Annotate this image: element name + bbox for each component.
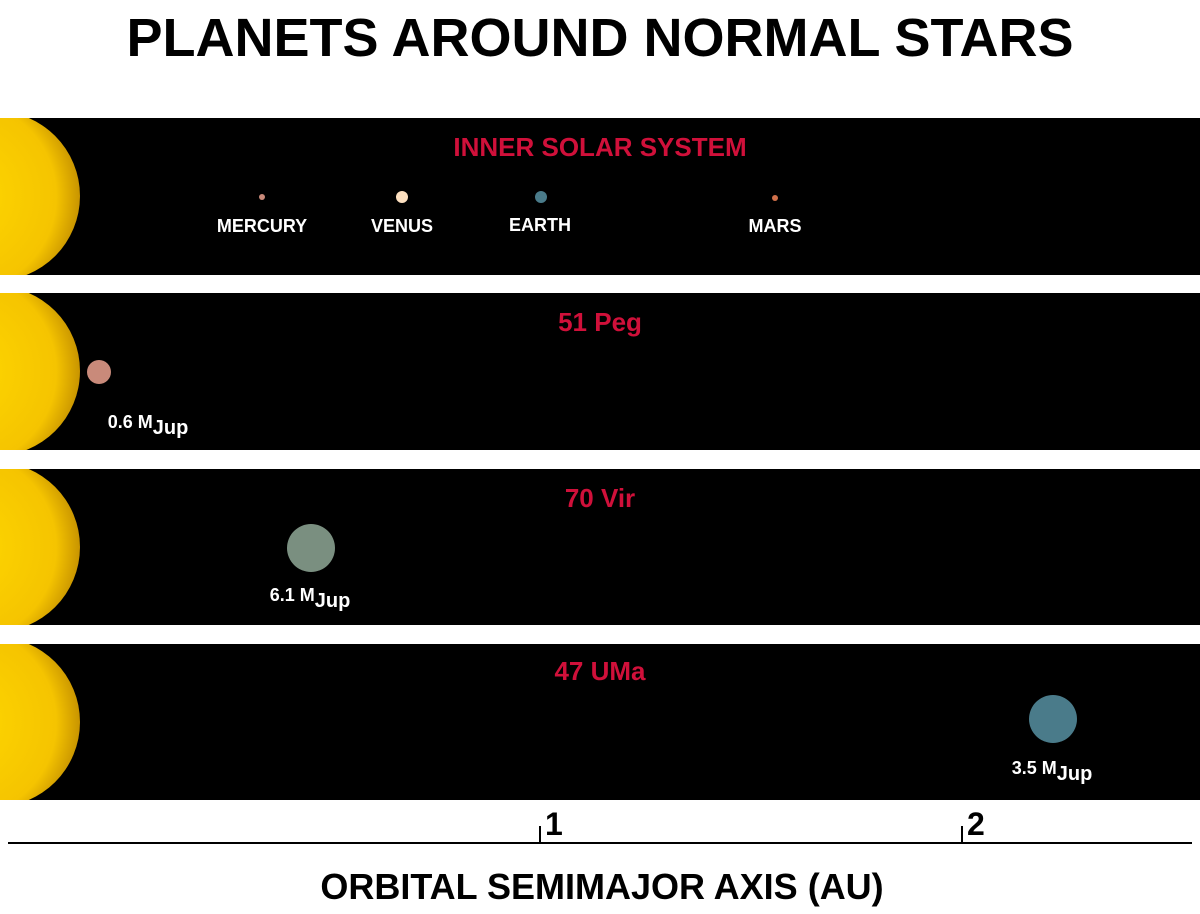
star <box>0 469 80 625</box>
star <box>0 293 80 450</box>
planet <box>1029 695 1077 743</box>
mass-unit: Jup <box>315 590 351 612</box>
panel <box>0 469 1200 625</box>
mass: 0.6 M <box>108 412 153 432</box>
planet-label: 6.1 MJup <box>270 585 351 612</box>
planet <box>259 194 265 200</box>
panel-title: 47 UMa <box>554 656 646 686</box>
star <box>0 644 80 800</box>
planet <box>535 191 547 203</box>
mass-unit: Jup <box>153 417 189 439</box>
tick-label: 2 <box>967 806 985 842</box>
mass: 6.1 M <box>270 585 315 605</box>
planet <box>287 524 335 572</box>
planet <box>87 360 111 384</box>
planet-label: 0.6 MJup <box>108 412 189 439</box>
planet-label: 3.5 MJup <box>1012 758 1093 785</box>
panel-title: INNER SOLAR SYSTEM <box>453 132 746 162</box>
planet <box>396 191 408 203</box>
axis-label: ORBITAL SEMIMAJOR AXIS (AU) <box>320 866 883 907</box>
planet-label: MERCURY <box>217 216 307 236</box>
panel <box>0 644 1200 800</box>
mass-unit: Jup <box>1057 763 1093 785</box>
planet <box>772 195 778 201</box>
title: PLANETS AROUND NORMAL STARS <box>126 8 1073 68</box>
planet-label: EARTH <box>509 215 571 235</box>
planet-label: MARS <box>749 216 802 236</box>
star <box>0 118 80 275</box>
mass: 3.5 M <box>1012 758 1057 778</box>
panel <box>0 293 1200 450</box>
panel-title: 70 Vir <box>565 483 635 513</box>
tick-label: 1 <box>545 806 563 842</box>
panel <box>0 118 1200 275</box>
planet-label: VENUS <box>371 216 433 236</box>
panel-title: 51 Peg <box>558 307 642 337</box>
